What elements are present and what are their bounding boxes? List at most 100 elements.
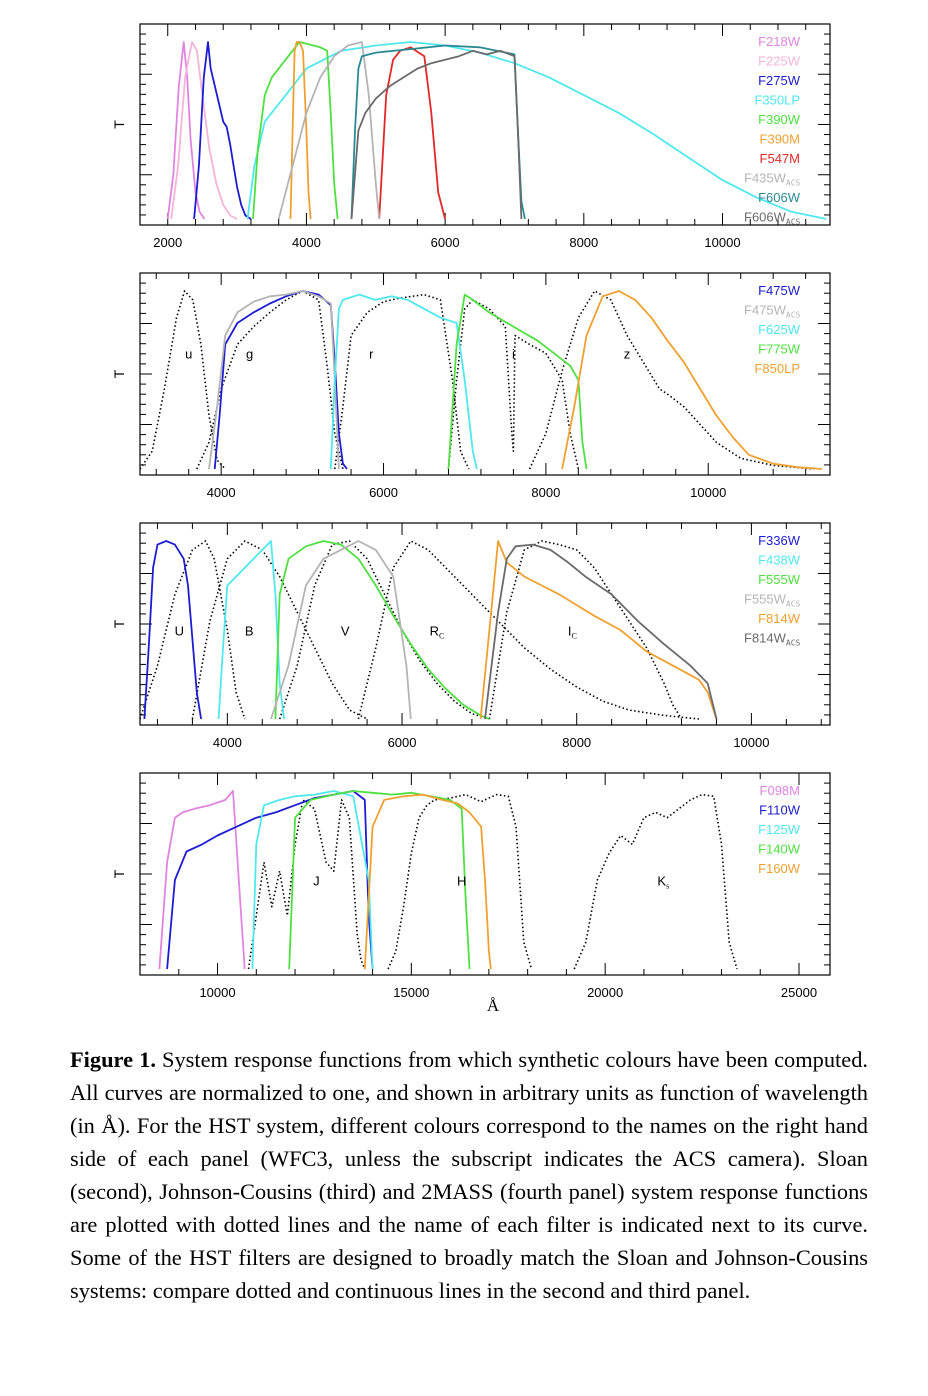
legend-subscript: ACS (786, 311, 801, 320)
curve-f160w (363, 793, 492, 970)
x-tick-label: 6000 (431, 235, 460, 250)
legend-entry-f140w: F140W (758, 842, 801, 857)
band-label-u: U (175, 623, 184, 638)
band-label-j: J (313, 873, 320, 888)
curve-f336w (143, 540, 202, 720)
legend-entry-f555w: F555W (758, 572, 801, 587)
curve-f475w-acs (208, 290, 340, 470)
x-tick-label: 8000 (531, 485, 560, 500)
x-axis-label: Å (487, 996, 500, 1015)
legend-entry-f350lp: F350LP (754, 93, 800, 108)
curve-i (447, 299, 580, 470)
band-label-subscript: C (571, 631, 576, 640)
legend-entry-f814w-acs: F814WACS (744, 631, 801, 648)
legend-entry-f475w: F475W (758, 283, 801, 298)
curve-u (139, 540, 246, 720)
legend-entry-f435w-acs: F435WACS (744, 171, 801, 188)
band-label-subscript: s (666, 881, 669, 890)
curve-f390w (252, 41, 339, 220)
curve-f775w (447, 293, 588, 470)
x-tick-label: 4000 (292, 235, 321, 250)
y-axis-label: T (111, 120, 127, 129)
panel-third: 4000 6000 8000 10000 T F336W F438W F555W F555WAC… (111, 522, 831, 750)
x-tick-label: 25000 (781, 985, 817, 1000)
legend-entry-f555w-acs: F555WACS (744, 592, 801, 609)
legend-entry-f438w: F438W (758, 553, 801, 568)
legend-entry-f390w: F390W (758, 112, 801, 127)
curve-b (191, 540, 368, 720)
panel-top: 2000 4000 6000 8000 10000 T F218W F225W F275W F35… (111, 23, 831, 250)
curve-r (334, 293, 470, 470)
band-label-u: u (185, 347, 192, 362)
curve-f814w-acs (484, 543, 718, 720)
curve-z (528, 290, 814, 470)
curve-f275w (193, 41, 252, 220)
figure-caption: Figure 1. System response functions from… (70, 1043, 868, 1307)
caption-text: System response functions from which syn… (70, 1047, 868, 1303)
curve-f606w-acs (350, 49, 523, 220)
caption-label: Figure 1. (70, 1047, 156, 1072)
legend-entry-f098m: F098M (760, 783, 800, 798)
curve-g (196, 290, 344, 470)
curve-f850lp (561, 290, 822, 470)
band-label-r: r (369, 347, 374, 362)
x-tick-label: 10000 (704, 235, 740, 250)
x-tick-label: 8000 (562, 735, 591, 750)
y-axis-label: T (111, 619, 127, 628)
curve-f438w (217, 540, 285, 720)
x-tick-label: 10000 (733, 735, 769, 750)
figure: 2000 4000 6000 8000 10000 T F218W F225W F275W F35… (111, 23, 831, 1015)
band-label-k-s: Ks (657, 873, 669, 890)
curve-f110w (166, 790, 374, 970)
x-tick-label: 10000 (690, 485, 726, 500)
x-tick-label: 6000 (388, 735, 417, 750)
band-label-g: g (246, 347, 253, 362)
legend-entry-f110w: F110W (759, 803, 801, 818)
legend-entry-f160w: F160W (758, 861, 801, 876)
x-tick-label: 8000 (569, 235, 598, 250)
curve-f390m (289, 41, 312, 220)
panel-second: 4000 6000 8000 10000 T F475W F475WACS F625W F775… (111, 272, 831, 500)
panel-bottom: 10000 15000 20000 25000 T Å F098M F110W F125W F14… (111, 772, 831, 1015)
curve-i-c (488, 540, 683, 720)
curve-k-s (573, 793, 738, 970)
legend-entry-f775w: F775W (758, 342, 801, 357)
band-label-z: z (624, 347, 631, 362)
legend-entry-f606w: F606W (758, 190, 801, 205)
curve-f555w (274, 540, 490, 720)
legend-entry-f814w: F814W (758, 611, 801, 626)
legend-subscript: ACS (786, 218, 801, 227)
legend-entry-f125w: F125W (758, 822, 801, 837)
curve-h (387, 793, 533, 970)
curve-f435w-acs (277, 41, 381, 220)
x-tick-label: 15000 (393, 985, 429, 1000)
legend-entry-f850lp: F850LP (754, 361, 800, 376)
curve-f547m (378, 46, 446, 220)
band-label-v: V (341, 623, 350, 638)
plot-frame (139, 522, 831, 726)
curve-f140w (288, 790, 471, 970)
x-tick-label: 4000 (213, 735, 242, 750)
x-tick-label: 2000 (153, 235, 182, 250)
legend-entry-f336w: F336W (758, 533, 801, 548)
legend-subscript: ACS (786, 600, 801, 609)
curve-f098m (158, 790, 246, 970)
curve-f555w-acs (270, 540, 412, 720)
legend-entry-f625w: F625W (758, 322, 801, 337)
band-label-i: i (512, 347, 515, 362)
band-label-h: H (457, 873, 466, 888)
curve-f814w (479, 540, 718, 720)
legend-entry-f218w: F218W (758, 34, 801, 49)
legend-entry-f225w: F225W (758, 54, 801, 69)
y-axis-label: T (111, 869, 127, 878)
x-tick-label: 4000 (207, 485, 236, 500)
band-label-i-c: IC (568, 623, 577, 640)
curve-v (278, 540, 490, 720)
curve-j (247, 799, 366, 970)
plot-frame (139, 272, 831, 476)
curve-f218w (166, 41, 206, 220)
band-label-b: B (245, 623, 254, 638)
curve-f125w (251, 790, 374, 970)
y-axis-label: T (111, 369, 127, 378)
x-tick-label: 10000 (199, 985, 235, 1000)
